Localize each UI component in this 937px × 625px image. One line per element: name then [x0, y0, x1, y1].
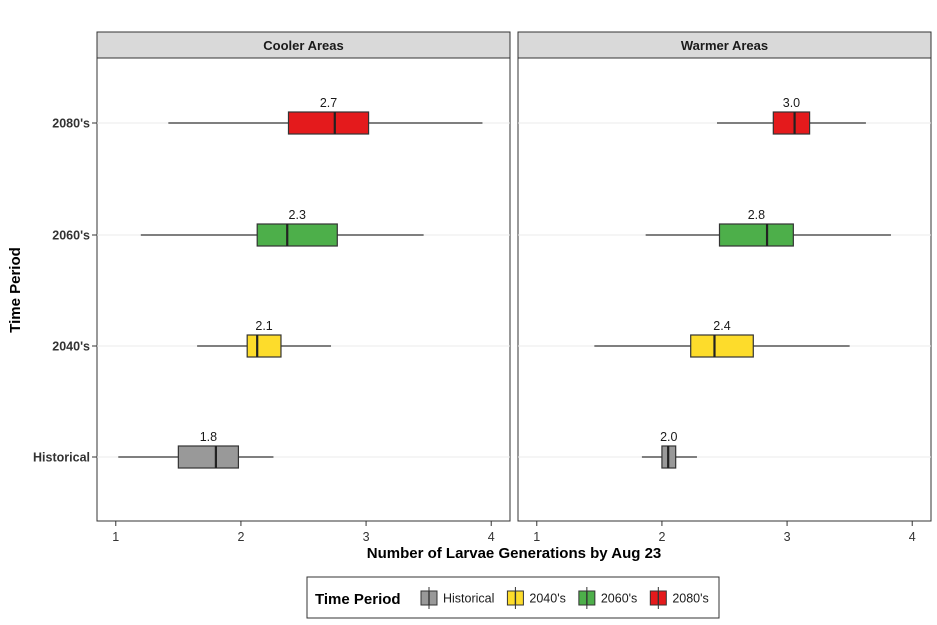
- x-tick-cooler-areas-3: 3: [363, 530, 370, 544]
- plot-area-cooler-areas: [96, 57, 511, 522]
- value-label-warmer-areas-2080s: 3.0: [783, 96, 800, 110]
- box-warmer-areas-2040s: [690, 334, 754, 358]
- legend-key-historical: [420, 587, 438, 609]
- y-tick-historical: Historical: [33, 451, 90, 465]
- legend-key-2080s: [649, 587, 667, 609]
- y-axis: Historical 2040's 2060's 2080's: [33, 117, 97, 465]
- legend-label-2040s: 2040's: [529, 592, 565, 606]
- legend-label-2060s: 2060's: [601, 592, 637, 606]
- value-label-cooler-areas-2040s: 2.1: [255, 319, 272, 333]
- x-tick-warmer-areas-1: 1: [533, 530, 540, 544]
- box-cooler-areas-2060s: [256, 223, 338, 247]
- legend-items: Historical 2040's 2060's 2080's: [420, 587, 709, 609]
- x-axis: 1 2 3 4 1 2 3 4: [112, 521, 916, 544]
- strip-label-cooler-areas: Cooler Areas: [263, 38, 343, 53]
- box-cooler-areas-historical: [177, 445, 240, 469]
- value-label-cooler-areas-2080s: 2.7: [320, 96, 337, 110]
- legend-key-2060s: [578, 587, 596, 609]
- x-tick-cooler-areas-4: 4: [488, 530, 495, 544]
- panel-cooler-areas: Cooler Areas 1.8 2.1 2.3 2.7: [96, 31, 511, 522]
- box-cooler-areas-2040s: [246, 334, 282, 358]
- y-tick-2040s: 2040's: [52, 340, 90, 354]
- x-tick-cooler-areas-2: 2: [237, 530, 244, 544]
- marks-cooler-areas: 1.8 2.1 2.3 2.7: [97, 96, 510, 469]
- value-label-cooler-areas-2060s: 2.3: [289, 208, 306, 222]
- box-cooler-areas-2080s: [287, 111, 370, 135]
- box-warmer-areas-2060s: [718, 223, 794, 247]
- value-label-warmer-areas-2060s: 2.8: [748, 208, 765, 222]
- value-label-warmer-areas-2040s: 2.4: [713, 319, 730, 333]
- x-tick-warmer-areas-2: 2: [658, 530, 665, 544]
- x-tick-warmer-areas-3: 3: [784, 530, 791, 544]
- legend-label-2080s: 2080's: [672, 592, 708, 606]
- legend-label-historical: Historical: [443, 592, 494, 606]
- box-warmer-areas-2080s: [772, 111, 811, 135]
- legend: Time Period Historical 2040's 2060's 2080's: [306, 576, 720, 619]
- y-tick-2060s: 2060's: [52, 229, 90, 243]
- legend-key-2040s: [506, 587, 524, 609]
- legend-title: Time Period: [315, 591, 401, 608]
- x-axis-title: Number of Larvae Generations by Aug 23: [367, 545, 662, 562]
- strip-label-warmer-areas: Warmer Areas: [681, 38, 768, 53]
- panel-warmer-areas: Warmer Areas 2.0 2.4 2.8 3.0: [517, 31, 932, 522]
- value-label-cooler-areas-historical: 1.8: [200, 430, 217, 444]
- x-tick-cooler-areas-1: 1: [112, 530, 119, 544]
- y-axis-title: Time Period: [7, 247, 24, 333]
- y-tick-2080s: 2080's: [52, 117, 90, 131]
- plot-area-warmer-areas: [517, 57, 932, 522]
- x-tick-warmer-areas-4: 4: [909, 530, 916, 544]
- marks-warmer-areas: 2.0 2.4 2.8 3.0: [518, 96, 931, 469]
- strip-cooler-areas: [96, 31, 511, 59]
- value-label-warmer-areas-historical: 2.0: [660, 430, 677, 444]
